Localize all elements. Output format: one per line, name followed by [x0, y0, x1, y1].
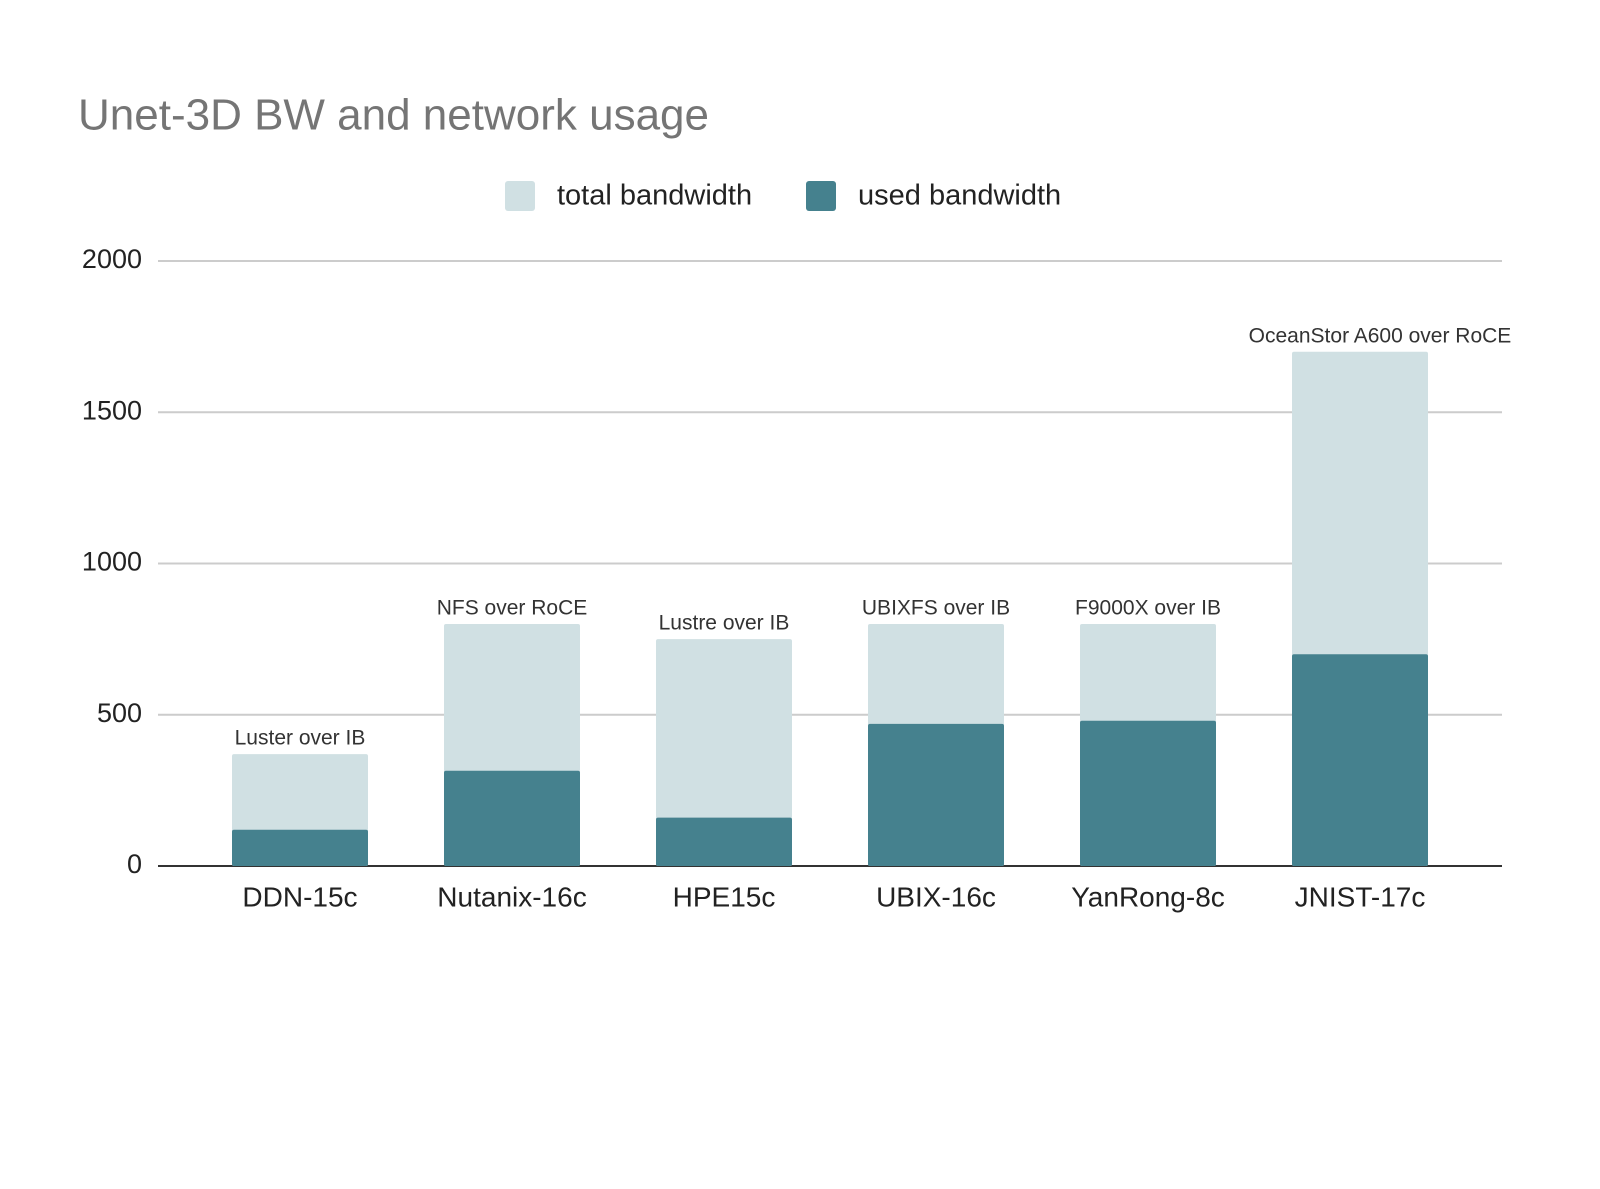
bar: [656, 639, 792, 866]
annotation: Lustre over IB: [659, 612, 790, 635]
annotation: NFS over RoCE: [437, 597, 588, 620]
y-tick-label: 500: [97, 698, 142, 728]
x-tick-label: JNIST-17c: [1295, 881, 1426, 912]
annotation: F9000X over IB: [1075, 597, 1221, 620]
annotation: Luster over IB: [235, 727, 366, 750]
legend-swatch: [505, 181, 535, 211]
bar: [656, 817, 792, 866]
bar: [232, 829, 368, 866]
x-tick-label: YanRong-8c: [1071, 881, 1225, 912]
y-tick-label: 1500: [82, 395, 142, 425]
x-tick-label: DDN-15c: [242, 881, 357, 912]
annotation: OceanStor A600 over RoCE: [1249, 324, 1512, 347]
x-tick-label: UBIX-16c: [876, 881, 996, 912]
y-tick-label: 2000: [82, 244, 142, 274]
x-tick-label: Nutanix-16c: [437, 881, 586, 912]
y-tick-label: 0: [127, 849, 142, 879]
bar: [1292, 654, 1428, 866]
annotation: UBIXFS over IB: [862, 597, 1010, 620]
legend-swatch: [806, 181, 836, 211]
bar: [444, 770, 580, 866]
chart-title: Unet-3D BW and network usage: [78, 91, 709, 140]
x-tick-label: HPE15c: [673, 881, 776, 912]
legend-label: total bandwidth: [557, 180, 752, 212]
y-tick-label: 1000: [82, 547, 142, 577]
bar: [868, 723, 1004, 866]
bar: [1080, 720, 1216, 866]
legend-label: used bandwidth: [858, 180, 1061, 212]
